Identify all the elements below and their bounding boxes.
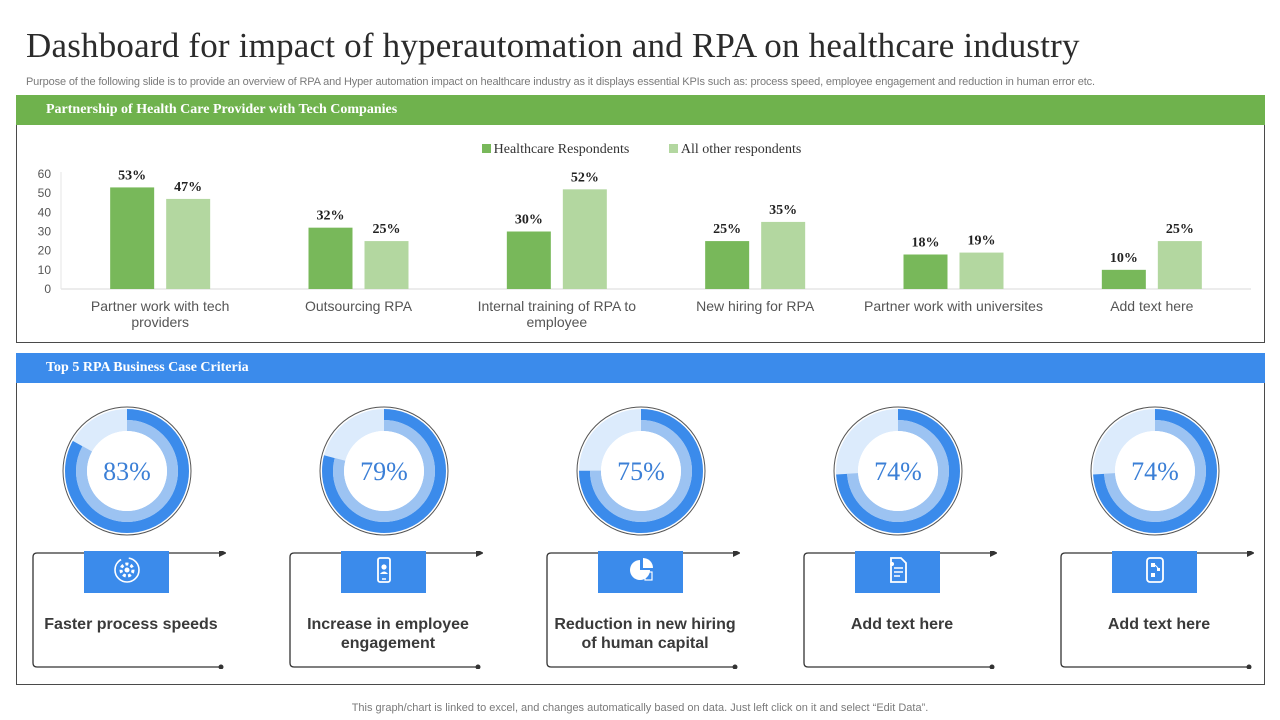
bar-healthcare[interactable]: [705, 241, 750, 289]
y-tick-label: 40: [38, 205, 52, 219]
card-icon-box: [84, 551, 169, 593]
kpi-card: 83% Faster process speeds: [17, 353, 257, 685]
kpi-value: 75%: [617, 457, 665, 486]
kpi-value: 74%: [1131, 457, 1179, 486]
card-bracket: [289, 551, 483, 669]
card-icon-box: [598, 551, 683, 593]
card-icon-box: [1112, 551, 1197, 593]
kpi-label: Faster process speeds: [44, 616, 218, 633]
page-subtitle: Purpose of the following slide is to pro…: [26, 76, 1095, 88]
legend-item-other: All other respondents: [668, 142, 802, 158]
kpi-card: 74% Add text here: [1045, 353, 1280, 685]
x-category-label: Add text here: [1110, 298, 1193, 314]
bar-data-label: 25%: [713, 222, 741, 237]
rpa-criteria-panel: Top 5 RPA Business Case Criteria 83% Fast…: [16, 353, 1265, 685]
card-icon-box: [341, 551, 426, 593]
kpi-donut: 83%: [62, 406, 192, 536]
card-bracket: [1060, 551, 1254, 669]
pie-chart-icon: [626, 555, 656, 590]
kpi-label: Reduction in new hiring of human capital: [554, 616, 736, 652]
card-bracket: [803, 551, 997, 669]
card-icon-box: [855, 551, 940, 593]
bar-other[interactable]: [761, 221, 806, 289]
bar-data-label: 53%: [118, 168, 146, 183]
donut-outer-arc: [836, 409, 960, 533]
bar-data-label: 10%: [1110, 251, 1138, 266]
bar-other[interactable]: [166, 198, 211, 289]
kpi-label: Add text here: [850, 616, 954, 633]
chart-legend: Healthcare Respondents All other respond…: [17, 142, 1266, 158]
bar-data-label: 25%: [1166, 222, 1194, 237]
bar-data-label: 47%: [174, 180, 202, 195]
bar-healthcare[interactable]: [903, 254, 948, 290]
footer-note: This graph/chart is linked to excel, and…: [351, 702, 929, 714]
partnership-panel-header: Partnership of Health Care Provider with…: [16, 95, 1265, 125]
x-category-label: Internal training of RPA to employee: [478, 298, 637, 330]
bar-healthcare[interactable]: [308, 227, 353, 289]
y-tick-label: 30: [38, 225, 52, 239]
kpi-value: 79%: [360, 457, 408, 486]
bar-data-label: 19%: [968, 234, 996, 249]
x-category-label: New hiring for RPA: [696, 298, 815, 314]
donut-outer-arc: [65, 409, 189, 533]
bar-healthcare[interactable]: [1101, 269, 1146, 289]
bar-data-label: 25%: [373, 222, 401, 237]
x-category-label: Partner work with tech providers: [91, 298, 230, 330]
bar-chart[interactable]: 0 10 20 30 40 50 60 53% 47% Partner work with tec…: [17, 125, 1264, 343]
kpi-label: Increase in employee engagement: [307, 616, 469, 652]
bar-data-label: 52%: [571, 170, 599, 185]
bar-data-label: 18%: [912, 236, 940, 251]
kpi-label: Add text here: [1107, 616, 1211, 633]
bar-data-label: 35%: [769, 203, 797, 218]
y-tick-label: 0: [44, 282, 51, 296]
mobile-user-icon: [369, 555, 399, 590]
bar-other[interactable]: [364, 241, 409, 289]
workflow-icon: [1140, 555, 1170, 590]
legend-swatch-healthcare: [481, 144, 491, 153]
donut-inner-arc: [76, 420, 178, 522]
donut-outer-arc: [579, 409, 703, 533]
rpa-criteria-panel-header: Top 5 RPA Business Case Criteria: [16, 353, 1265, 383]
y-tick-label: 10: [38, 263, 52, 277]
kpi-card: 74% Add text here: [788, 353, 1028, 685]
card-bracket: [32, 551, 226, 669]
bar-data-label: 30%: [515, 213, 543, 228]
donut-inner-arc: [847, 420, 949, 522]
kpi-card: 75% Reduction in new hiring of human capi…: [531, 353, 771, 685]
legend-label-other: All other respondents: [680, 142, 802, 157]
page-title: Dashboard for impact of hyperautomation …: [26, 26, 1080, 65]
y-tick-label: 60: [38, 167, 52, 181]
kpi-donut: 74%: [833, 406, 963, 536]
gear-icon: [112, 555, 142, 590]
donut-outer-arc: [322, 409, 446, 533]
legend-label-healthcare: Healthcare Respondents: [493, 142, 630, 157]
x-category-label: Partner work with universites: [864, 298, 1043, 314]
donut-inner-arc: [333, 420, 435, 522]
bar-other[interactable]: [1157, 241, 1202, 289]
bar-other[interactable]: [959, 252, 1004, 289]
card-bracket: [546, 551, 740, 669]
donut-inner-arc: [590, 420, 692, 522]
bar-healthcare[interactable]: [110, 187, 155, 289]
kpi-donut: 79%: [319, 406, 449, 536]
kpi-value: 83%: [103, 457, 151, 486]
document-icon: [883, 555, 913, 590]
x-category-label: Outsourcing RPA: [305, 298, 413, 314]
kpi-value: 74%: [874, 457, 922, 486]
legend-item-healthcare: Healthcare Respondents: [481, 142, 630, 158]
legend-swatch-other: [668, 144, 678, 153]
donut-outer-arc: [1093, 409, 1217, 533]
kpi-donut: 74%: [1090, 406, 1220, 536]
bar-healthcare[interactable]: [506, 231, 551, 290]
bar-data-label: 32%: [317, 209, 345, 224]
y-tick-label: 20: [38, 244, 52, 258]
kpi-donut: 75%: [576, 406, 706, 536]
kpi-card: 79% Increase in employee engagement: [274, 353, 514, 685]
partnership-panel: Partnership of Health Care Provider with…: [16, 95, 1265, 343]
donut-inner-arc: [1104, 420, 1206, 522]
y-tick-label: 50: [38, 186, 52, 200]
bar-other[interactable]: [562, 189, 607, 289]
